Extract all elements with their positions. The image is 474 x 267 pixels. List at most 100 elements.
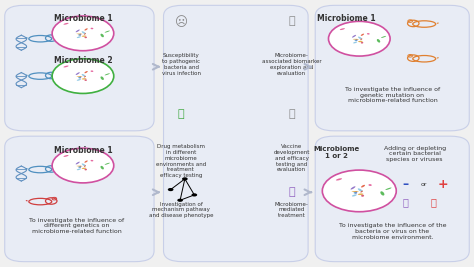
Ellipse shape [84, 76, 86, 77]
Ellipse shape [361, 185, 365, 187]
Ellipse shape [64, 23, 69, 25]
Text: 🦠: 🦠 [288, 187, 295, 197]
Ellipse shape [353, 42, 357, 44]
Ellipse shape [358, 41, 363, 42]
Ellipse shape [360, 191, 363, 193]
Ellipse shape [336, 178, 342, 180]
Ellipse shape [91, 160, 93, 162]
Text: Microbiome-
mediated
treatment: Microbiome- mediated treatment [274, 202, 309, 218]
Ellipse shape [84, 71, 88, 73]
Ellipse shape [353, 39, 359, 40]
FancyBboxPatch shape [164, 5, 308, 262]
Ellipse shape [82, 36, 86, 37]
Circle shape [168, 188, 173, 191]
Ellipse shape [385, 188, 392, 190]
Text: Microbiome 1: Microbiome 1 [317, 14, 375, 23]
Ellipse shape [79, 166, 81, 168]
Ellipse shape [77, 168, 81, 170]
Ellipse shape [356, 39, 357, 41]
Ellipse shape [84, 165, 86, 167]
Text: Susceptibility
to pathogenic
bacteria and
virus infection: Susceptibility to pathogenic bacteria an… [162, 53, 201, 76]
Ellipse shape [368, 184, 372, 186]
Ellipse shape [354, 192, 357, 194]
Ellipse shape [352, 35, 356, 38]
Ellipse shape [105, 31, 110, 33]
Ellipse shape [84, 37, 87, 38]
Ellipse shape [358, 193, 364, 195]
Ellipse shape [352, 191, 359, 192]
Text: Microbiome 1: Microbiome 1 [54, 146, 112, 155]
Ellipse shape [340, 28, 345, 30]
Text: +: + [438, 178, 448, 191]
Ellipse shape [351, 186, 356, 190]
Ellipse shape [358, 188, 363, 192]
FancyBboxPatch shape [315, 5, 469, 131]
Ellipse shape [82, 168, 86, 169]
Ellipse shape [105, 163, 110, 165]
Text: Vaccine
development
and efficacy
testing and
evaluation: Vaccine development and efficacy testing… [273, 144, 310, 172]
Text: Drug metabolism
in different
microbiome
environments and
treatment
efficacy test: Drug metabolism in different microbiome … [156, 144, 206, 178]
Ellipse shape [361, 34, 364, 36]
Ellipse shape [377, 39, 380, 42]
Text: or: or [421, 182, 428, 187]
Ellipse shape [84, 28, 88, 30]
Circle shape [182, 177, 188, 180]
FancyBboxPatch shape [315, 136, 469, 262]
Text: 💊: 💊 [178, 109, 184, 119]
Ellipse shape [100, 34, 104, 37]
FancyBboxPatch shape [5, 136, 154, 262]
Ellipse shape [84, 33, 86, 35]
Text: Microbiome
1 or 2: Microbiome 1 or 2 [313, 146, 360, 159]
Ellipse shape [76, 30, 80, 32]
Text: Microbiome 2: Microbiome 2 [54, 56, 112, 65]
Ellipse shape [77, 36, 81, 38]
Circle shape [52, 16, 114, 51]
Ellipse shape [79, 76, 81, 78]
Ellipse shape [105, 73, 110, 75]
Ellipse shape [355, 40, 357, 41]
Ellipse shape [100, 76, 104, 80]
Ellipse shape [76, 72, 80, 75]
Circle shape [52, 59, 114, 93]
Ellipse shape [79, 34, 81, 36]
Text: Microbiome-
associated biomarker
exploration and
evaluation: Microbiome- associated biomarker explora… [262, 53, 321, 76]
Text: To investigate the influence of
genetic mutation on
microbiome-related function: To investigate the influence of genetic … [345, 87, 440, 103]
Text: ☹: ☹ [174, 16, 188, 29]
Ellipse shape [361, 42, 363, 44]
Text: Investigation of
mechanism pathway
and disease phenotype: Investigation of mechanism pathway and d… [149, 202, 213, 218]
Ellipse shape [84, 160, 88, 163]
Ellipse shape [77, 79, 81, 81]
Ellipse shape [78, 166, 81, 168]
Ellipse shape [82, 163, 86, 166]
Ellipse shape [355, 191, 357, 194]
Ellipse shape [380, 191, 384, 195]
Ellipse shape [82, 31, 86, 34]
Text: Adding or depleting
certain bacterial
species or viruses: Adding or depleting certain bacterial sp… [383, 146, 446, 162]
Ellipse shape [367, 33, 370, 35]
Ellipse shape [82, 74, 86, 77]
Ellipse shape [78, 34, 81, 36]
Circle shape [177, 199, 183, 202]
Text: Microbiome 1: Microbiome 1 [54, 14, 112, 23]
Ellipse shape [91, 70, 93, 72]
Circle shape [328, 21, 390, 56]
Ellipse shape [82, 78, 86, 80]
Circle shape [191, 193, 197, 197]
Ellipse shape [78, 77, 81, 78]
Ellipse shape [100, 166, 104, 169]
Ellipse shape [84, 169, 87, 170]
Text: 🩺: 🩺 [288, 16, 295, 26]
Ellipse shape [76, 162, 80, 164]
Text: 🦠: 🦠 [431, 198, 437, 207]
Ellipse shape [64, 66, 69, 68]
Ellipse shape [64, 155, 69, 157]
Circle shape [52, 148, 114, 183]
Text: 💉: 💉 [288, 109, 295, 119]
Text: 🦠: 🦠 [402, 198, 408, 207]
Ellipse shape [77, 76, 82, 77]
Ellipse shape [352, 194, 357, 197]
Ellipse shape [358, 37, 362, 40]
Ellipse shape [381, 36, 386, 38]
Circle shape [322, 170, 396, 212]
Text: To investigate the influence of
different genetics on
microbiome-related functio: To investigate the influence of differen… [29, 218, 124, 234]
